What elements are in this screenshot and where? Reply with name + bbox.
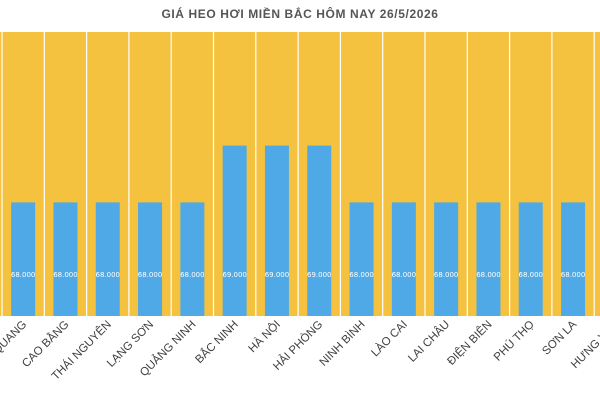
data-label: 68.000 <box>519 271 544 279</box>
bar <box>349 202 374 316</box>
data-label: 69.000 <box>222 271 247 279</box>
bar <box>222 145 247 316</box>
bars <box>11 145 586 316</box>
bar <box>95 202 120 316</box>
data-label: 68.000 <box>180 271 205 279</box>
data-label: 69.000 <box>265 271 290 279</box>
bar <box>307 145 332 316</box>
bar <box>391 202 416 316</box>
data-labels: 68.000 68.000 68.000 68.000 68.000 69.000 69.0… <box>11 271 586 279</box>
data-label: 68.000 <box>96 271 121 279</box>
x-tick-label: SƠN LA <box>540 318 579 357</box>
data-label: 68.000 <box>392 271 417 279</box>
chart-title: GIÁ HEO HƠI MIỀN BẮC HÔM NAY 26/5/2026 <box>161 7 439 21</box>
x-tick-label: HÀ NỘI <box>246 318 283 355</box>
bar <box>53 202 78 316</box>
bar <box>476 202 501 316</box>
bar <box>518 202 543 316</box>
x-tick-label: TUYÊN QUANG <box>0 318 29 387</box>
column-separators <box>1 32 595 316</box>
data-label: 68.000 <box>561 271 586 279</box>
bar <box>11 202 36 316</box>
data-label: 68.000 <box>476 271 501 279</box>
bar <box>180 202 205 316</box>
bar <box>138 202 163 316</box>
x-tick-label: NINH BÌNH <box>317 318 368 369</box>
bar <box>434 202 459 316</box>
data-label: 68.000 <box>11 271 36 279</box>
x-tick-label: BẮC NINH <box>193 318 241 366</box>
x-tick-label: LAI CHÂU <box>406 318 453 365</box>
data-label: 68.000 <box>138 271 163 279</box>
bar <box>561 202 586 316</box>
data-label: 68.000 <box>53 271 78 279</box>
data-label: 69.000 <box>307 271 332 279</box>
data-label: 68.000 <box>349 271 374 279</box>
x-tick-label: PHÚ THỌ <box>491 318 537 364</box>
x-tick-label: LÀO CAI <box>369 318 410 359</box>
x-tick-label: ĐIỆN BIÊN <box>445 318 495 368</box>
bar <box>264 145 289 316</box>
data-label: 68.000 <box>434 271 459 279</box>
